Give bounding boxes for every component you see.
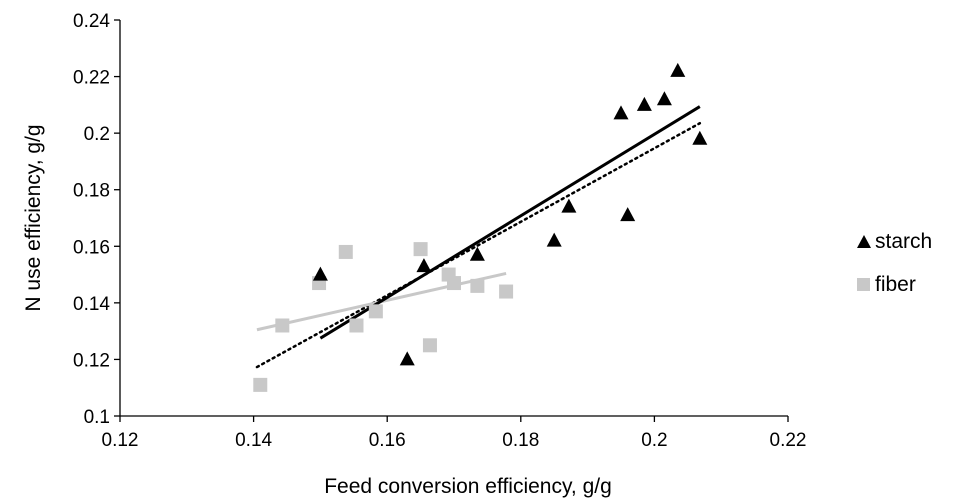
starch-point xyxy=(656,91,672,106)
fiber-point xyxy=(253,377,268,392)
trendlines xyxy=(255,105,702,369)
x-tick-label: 0.18 xyxy=(502,430,539,451)
fiber-point xyxy=(413,242,428,257)
y-axis-title: N use efficiency, g/g xyxy=(22,124,45,311)
legend-starch-label: starch xyxy=(875,230,932,253)
fiber-point xyxy=(447,276,461,291)
legend-starch-marker xyxy=(857,235,871,248)
y-tick-label: 0.24 xyxy=(73,11,110,32)
legend-fiber-label: fiber xyxy=(875,273,916,296)
y-tick-label: 0.12 xyxy=(73,350,110,371)
starch-point xyxy=(692,130,708,145)
data-points xyxy=(253,62,708,392)
fiber-point xyxy=(422,338,437,353)
y-tick-label: 0.1 xyxy=(84,407,110,428)
x-axis-title: Feed conversion efficiency, g/g xyxy=(324,475,612,498)
starch-trendline xyxy=(319,105,701,340)
y-tick-label: 0.2 xyxy=(84,124,110,145)
x-tick-label: 0.14 xyxy=(235,430,272,451)
fiber-point xyxy=(338,244,353,259)
y-tick-label: 0.18 xyxy=(73,181,110,202)
x-tick-label: 0.12 xyxy=(102,430,139,451)
starch-point xyxy=(546,232,562,247)
starch-point xyxy=(469,246,485,261)
starch-point xyxy=(670,62,686,77)
starch-point xyxy=(613,105,629,120)
fiber-point xyxy=(349,318,364,333)
legend: starch fiber xyxy=(857,230,932,296)
fiber-point xyxy=(368,304,383,319)
fiber-point xyxy=(499,284,514,299)
starch-point xyxy=(620,207,636,222)
legend-fiber-marker xyxy=(857,278,870,291)
starch-point xyxy=(399,351,415,366)
starch-point xyxy=(416,258,432,273)
x-tick-label: 0.22 xyxy=(770,430,807,451)
fiber-point xyxy=(470,278,485,293)
y-tick-label: 0.14 xyxy=(73,294,110,315)
x-tick-label: 0.16 xyxy=(369,430,406,451)
y-axis-ticks: 0.1 0.12 0.14 0.16 0.18 0.2 0.22 0.24 xyxy=(73,11,120,428)
starch-point xyxy=(636,96,652,111)
x-axis-ticks: 0.12 0.14 0.16 0.18 0.2 0.22 xyxy=(102,416,807,451)
y-tick-label: 0.16 xyxy=(73,237,110,258)
fiber-point xyxy=(275,318,290,333)
starch-point xyxy=(312,266,328,281)
y-tick-label: 0.22 xyxy=(73,68,110,89)
plot-area xyxy=(119,20,788,417)
overall-trendline xyxy=(255,121,702,369)
starch-point xyxy=(561,198,577,213)
x-tick-label: 0.2 xyxy=(641,430,667,451)
